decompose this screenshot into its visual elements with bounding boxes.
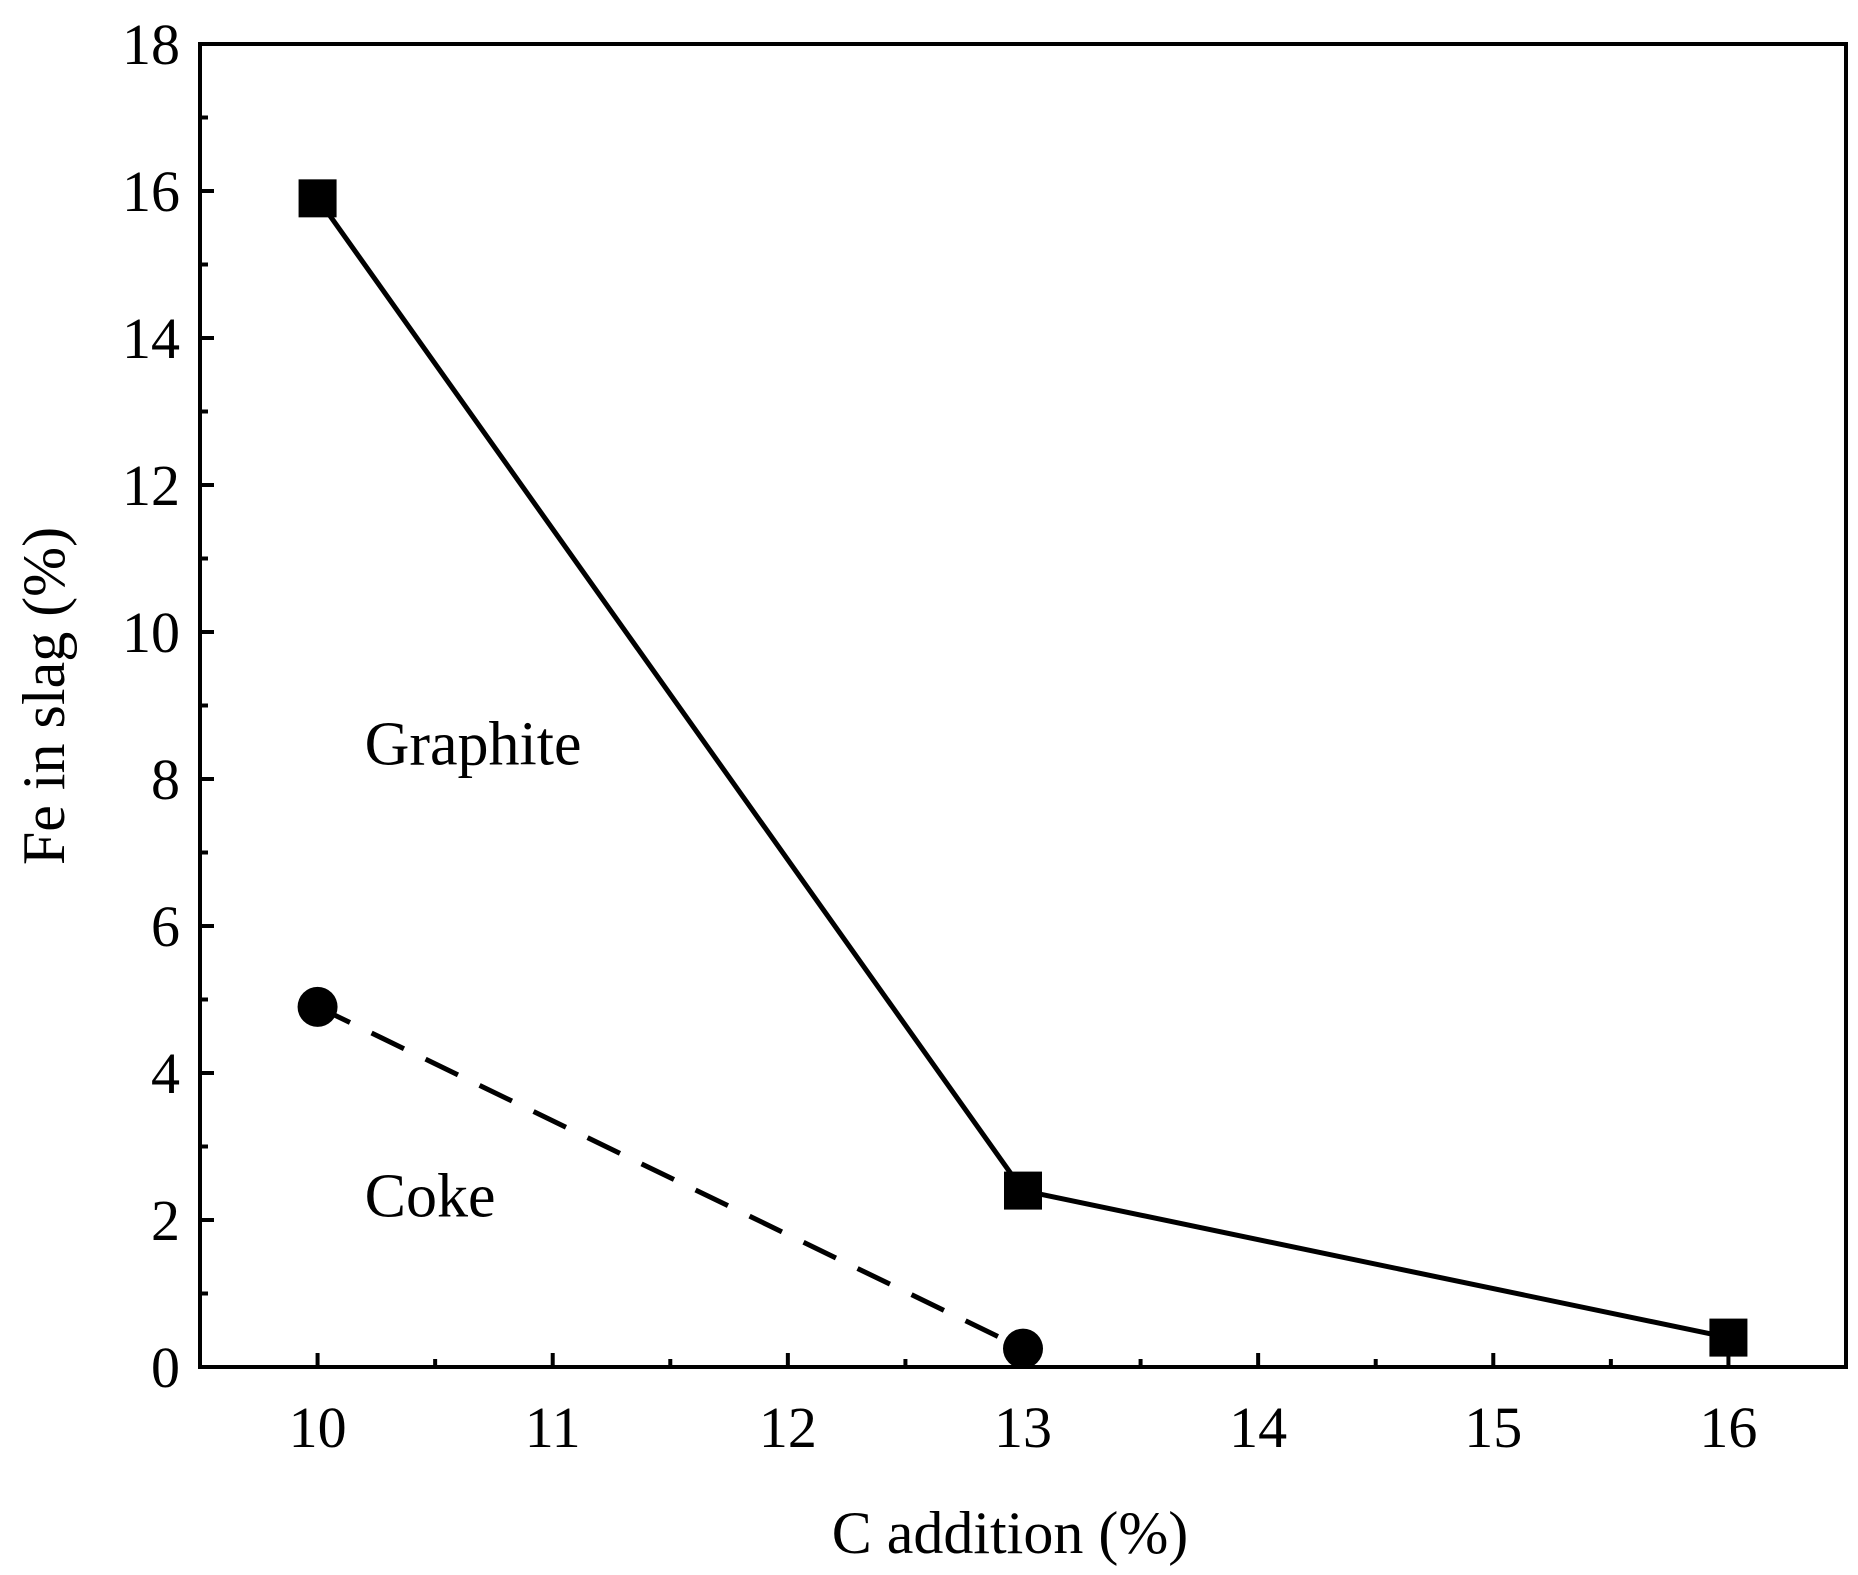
x-tick-label: 13 [994,1395,1052,1460]
data-point-circle [297,986,338,1027]
annotation-graphite: Graphite [365,710,582,778]
y-axis-title: Fe in slag (%) [11,527,77,865]
series-segment [315,196,1026,1193]
annotation-coke: Coke [365,1162,496,1230]
data-point-square [298,179,337,218]
x-tick-label: 14 [1229,1395,1287,1460]
y-tick-label: 4 [151,1041,180,1106]
data-point-square [1004,1171,1042,1210]
x-tick-label: 12 [759,1395,817,1460]
series-segment [316,1004,1025,1351]
y-tick-label: 16 [122,159,180,224]
annotation-layer: Graphite Coke [365,710,582,1230]
y-tick-label: 6 [151,894,180,959]
x-tick-label: 15 [1464,1395,1522,1460]
y-tick-label: 8 [151,747,180,812]
y-tick-label: 12 [122,453,180,518]
x-tick-label: 10 [289,1395,347,1460]
series-segment [1022,1188,1729,1341]
data-point-square [1709,1318,1748,1357]
x-tick-label: 16 [1699,1395,1757,1460]
y-tick-label: 14 [122,306,180,371]
y-tick-label: 18 [122,12,180,77]
x-axis-ticks: 10 11 12 13 14 15 16 [289,1353,1757,1460]
y-tick-label: 2 [151,1188,180,1253]
y-tick-label: 10 [122,600,180,665]
y-tick-label: 0 [151,1335,180,1400]
data-point-circle [1003,1328,1043,1369]
series-circle-markers [297,986,1043,1369]
series-layer [297,179,1748,1369]
x-axis-title: C addition (%) [832,1500,1189,1566]
y-axis-ticks: 0 2 4 6 8 10 12 14 16 18 [122,12,214,1400]
x-tick-label: 11 [525,1395,581,1460]
series-square-markers [298,179,1748,1357]
